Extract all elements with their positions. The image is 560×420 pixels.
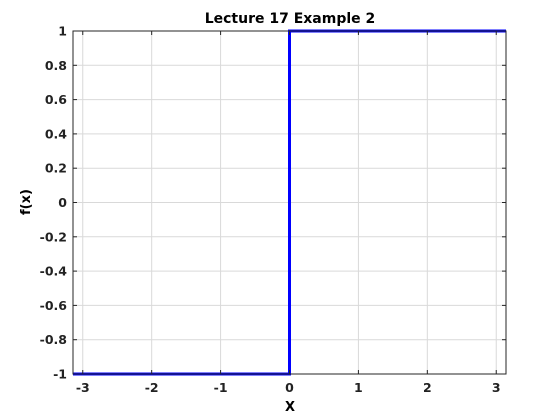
y-tick-label: 0.4 — [45, 126, 67, 141]
x-tick-label: -1 — [214, 380, 228, 395]
y-tick-label: 0.6 — [45, 92, 67, 107]
y-tick-label: 0.8 — [45, 58, 67, 73]
y-tick-label: 1 — [58, 24, 67, 39]
x-tick-label: -3 — [76, 380, 90, 395]
axis-ticks: -3 -2 -1 0 1 2 3 -1 -0.8 -0.6 -0.4 -0.2 0 0.2 0.4 0.6 0.… — [40, 24, 506, 395]
x-tick-label: 0 — [285, 380, 294, 395]
y-tick-label: -0.4 — [40, 264, 68, 279]
y-tick-label: -0.2 — [40, 229, 67, 244]
y-tick-label: -0.8 — [40, 332, 67, 347]
x-tick-label: 2 — [423, 380, 432, 395]
y-axis-label: f(x) — [19, 189, 34, 215]
x-axis-label: X — [285, 400, 295, 415]
x-tick-label: 1 — [354, 380, 363, 395]
y-tick-label: -1 — [53, 367, 67, 382]
x-tick-label: 3 — [492, 380, 501, 395]
y-tick-label: 0 — [58, 195, 67, 210]
y-tick-label: 0.2 — [45, 161, 67, 176]
chart-title: Lecture 17 Example 2 — [205, 11, 376, 27]
y-tick-label: -0.6 — [40, 298, 68, 313]
x-tick-label: -2 — [145, 380, 159, 395]
